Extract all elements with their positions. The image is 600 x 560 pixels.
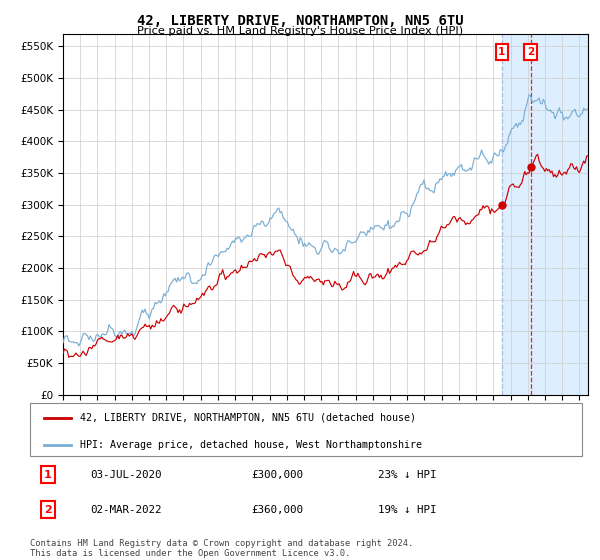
Bar — [502, 34, 588, 395]
Text: 02-MAR-2022: 02-MAR-2022 — [91, 505, 162, 515]
Text: Price paid vs. HM Land Registry's House Price Index (HPI): Price paid vs. HM Land Registry's House … — [137, 26, 463, 36]
Text: 19% ↓ HPI: 19% ↓ HPI — [378, 505, 436, 515]
Text: 03-JUL-2020: 03-JUL-2020 — [91, 470, 162, 479]
Text: 23% ↓ HPI: 23% ↓ HPI — [378, 470, 436, 479]
Text: £360,000: £360,000 — [251, 505, 303, 515]
Text: Contains HM Land Registry data © Crown copyright and database right 2024.
This d: Contains HM Land Registry data © Crown c… — [30, 539, 413, 558]
FancyBboxPatch shape — [30, 403, 582, 456]
Text: 1: 1 — [499, 47, 506, 57]
Text: 2: 2 — [527, 47, 534, 57]
Text: HPI: Average price, detached house, West Northamptonshire: HPI: Average price, detached house, West… — [80, 440, 422, 450]
Text: 42, LIBERTY DRIVE, NORTHAMPTON, NN5 6TU (detached house): 42, LIBERTY DRIVE, NORTHAMPTON, NN5 6TU … — [80, 413, 416, 423]
Text: 42, LIBERTY DRIVE, NORTHAMPTON, NN5 6TU: 42, LIBERTY DRIVE, NORTHAMPTON, NN5 6TU — [137, 14, 463, 28]
Text: 2: 2 — [44, 505, 52, 515]
Text: £300,000: £300,000 — [251, 470, 303, 479]
Text: 1: 1 — [44, 470, 52, 479]
